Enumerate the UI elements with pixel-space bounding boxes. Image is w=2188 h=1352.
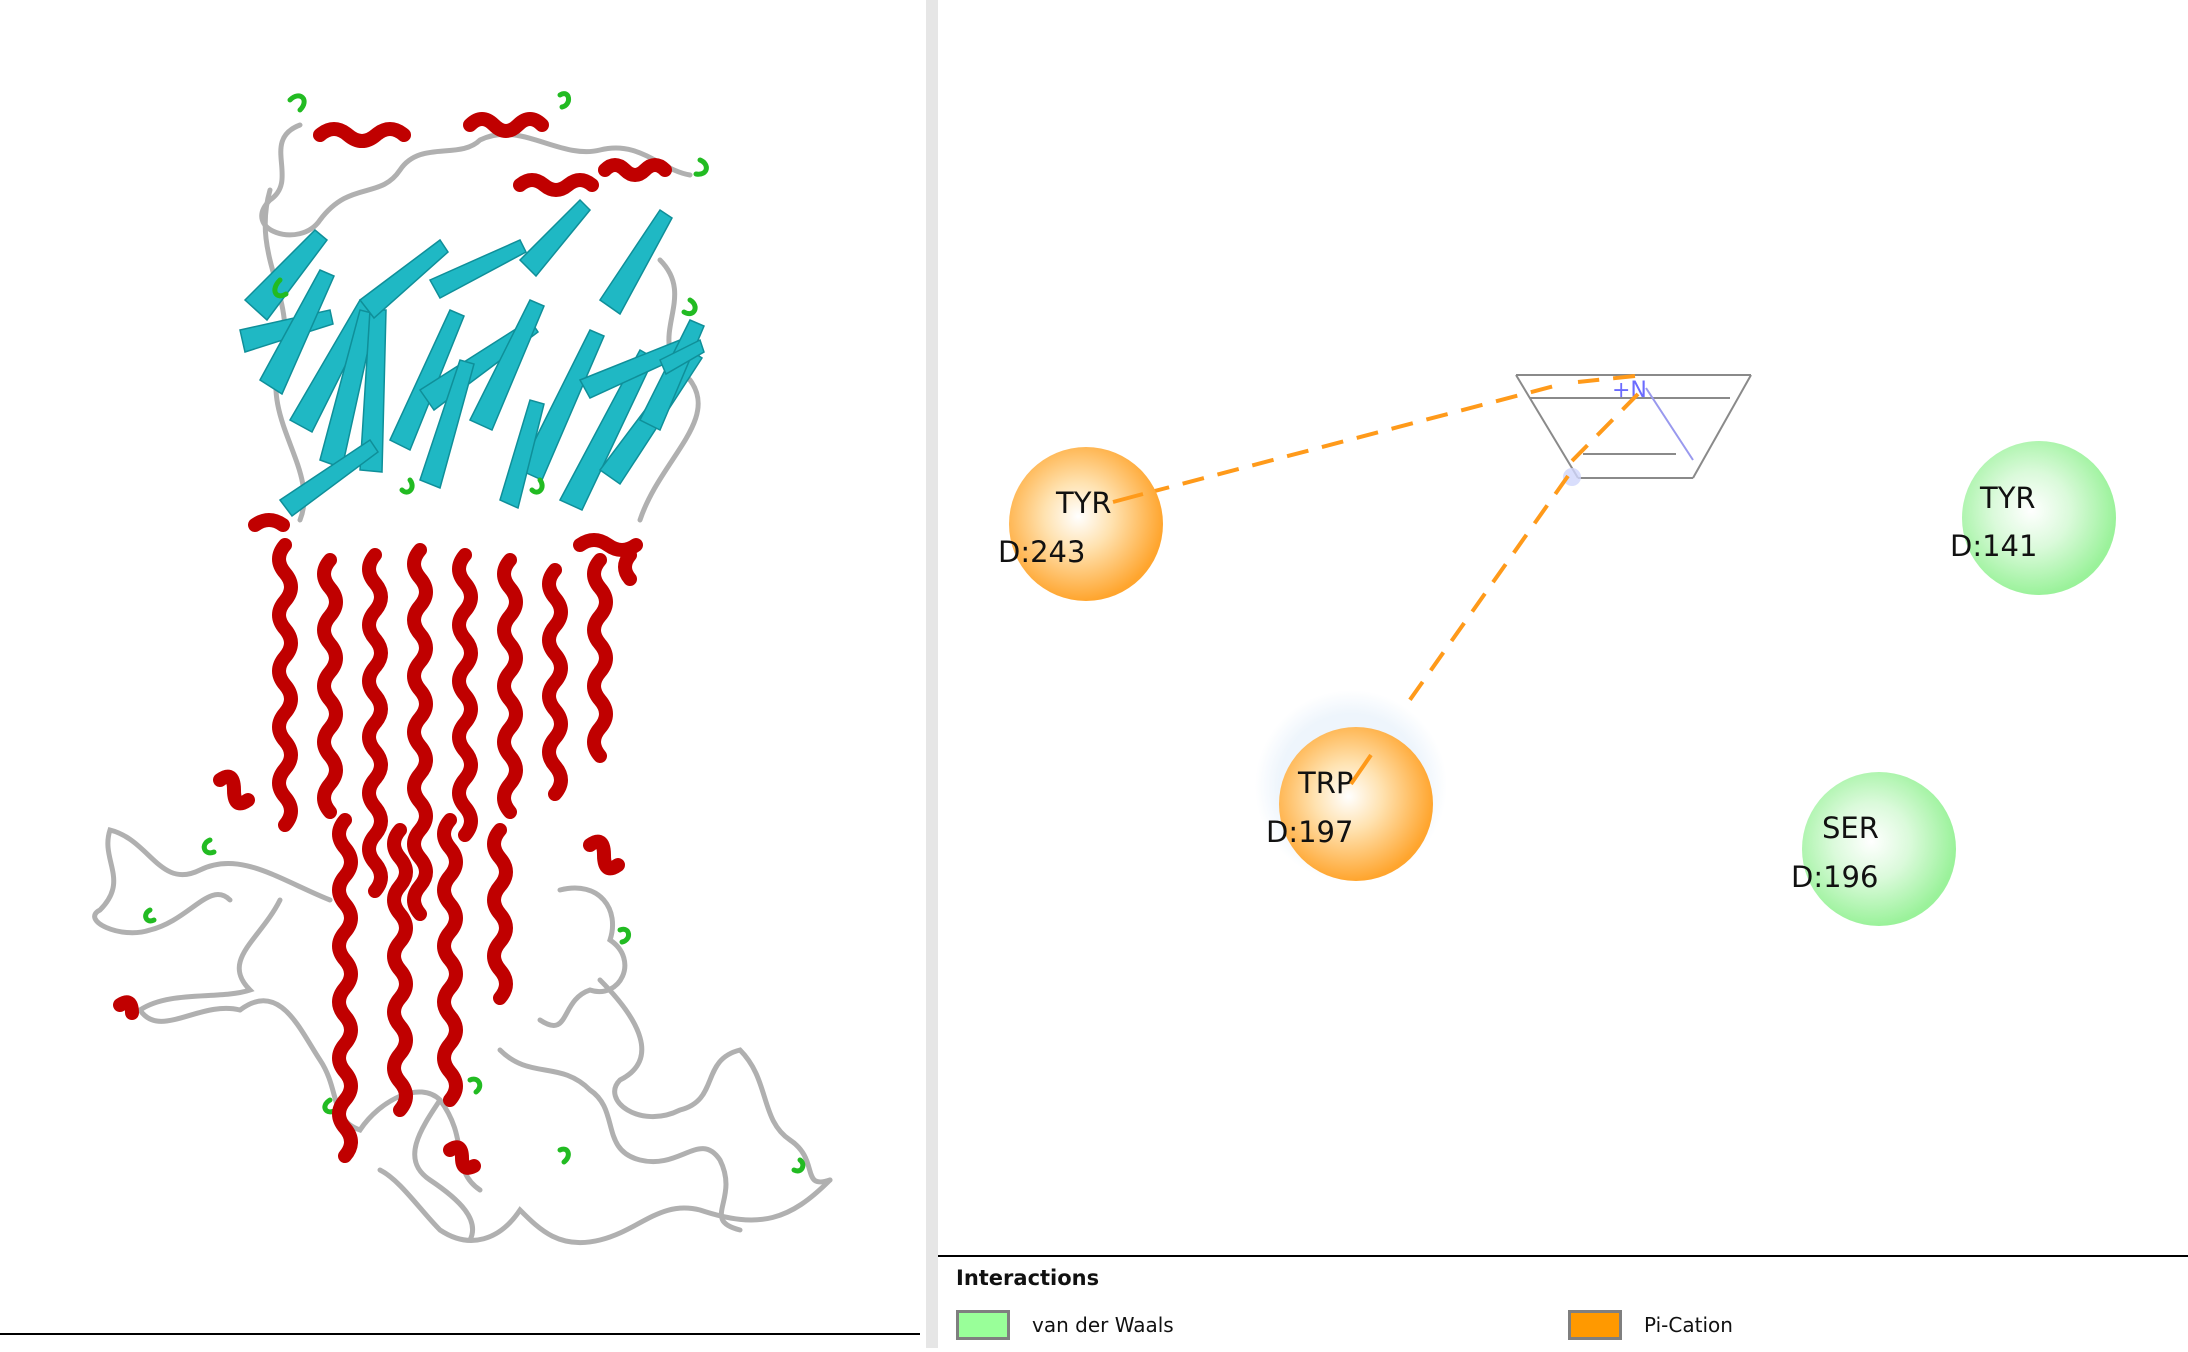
legend-swatch-van-der-waals <box>956 1310 1010 1340</box>
pane-splitter[interactable] <box>926 0 938 1348</box>
bond-trp-197 <box>1369 474 1570 757</box>
residue-tyr-141[interactable]: TYR D:141 <box>1950 441 2116 595</box>
legend-item-pi-cation[interactable]: Pi-Cation <box>1568 1307 1733 1343</box>
residue-name: TYR <box>1979 481 2036 515</box>
residue-id: D:197 <box>1266 815 1353 849</box>
interaction-2d-diagram-pane[interactable]: +N TYR D:243 TRP D:197 TYR D:141 <box>938 0 2188 1348</box>
residue-name: SER <box>1822 811 1879 845</box>
legend-swatch-pi-cation <box>1568 1310 1622 1340</box>
bond-trp-197-tail <box>1349 753 1373 786</box>
protein-3d-view[interactable] <box>0 0 926 1348</box>
legend-item-van-der-waals[interactable]: van der Waals <box>956 1307 1174 1343</box>
residue-id: D:243 <box>998 535 1085 569</box>
pi-cation-bonds <box>1112 374 1640 757</box>
interaction-diagram: +N TYR D:243 TRP D:197 TYR D:141 <box>998 374 2116 926</box>
bond-cation-ring-inner <box>1567 392 1640 466</box>
protein-ribbon-structure <box>92 91 833 1246</box>
ligand-atom-label: +N <box>1612 378 1647 403</box>
legend-label-pi-cation: Pi-Cation <box>1644 1313 1733 1337</box>
residue-name: TYR <box>1055 486 1112 520</box>
residue-trp-197[interactable]: TRP D:197 <box>1266 727 1433 881</box>
bond-tyr-243 <box>1112 383 1559 504</box>
legend-label-van-der-waals: van der Waals <box>1032 1313 1174 1337</box>
residue-id: D:196 <box>1791 860 1878 894</box>
residue-name: TRP <box>1297 766 1353 800</box>
ligand-structure[interactable] <box>1515 374 1752 479</box>
left-pane-bottom-border <box>0 1333 920 1335</box>
interactions-legend: Interactions van der Waals Pi-Cation <box>938 1255 2188 1350</box>
residue-ser-196[interactable]: SER D:196 <box>1791 772 1956 926</box>
bond-ring-cation <box>1577 374 1636 384</box>
residue-id: D:141 <box>1950 529 2037 563</box>
ligand-atom-highlight <box>1563 468 1581 486</box>
residue-tyr-243[interactable]: TYR D:243 <box>998 447 1163 601</box>
legend-title: Interactions <box>956 1266 1100 1290</box>
